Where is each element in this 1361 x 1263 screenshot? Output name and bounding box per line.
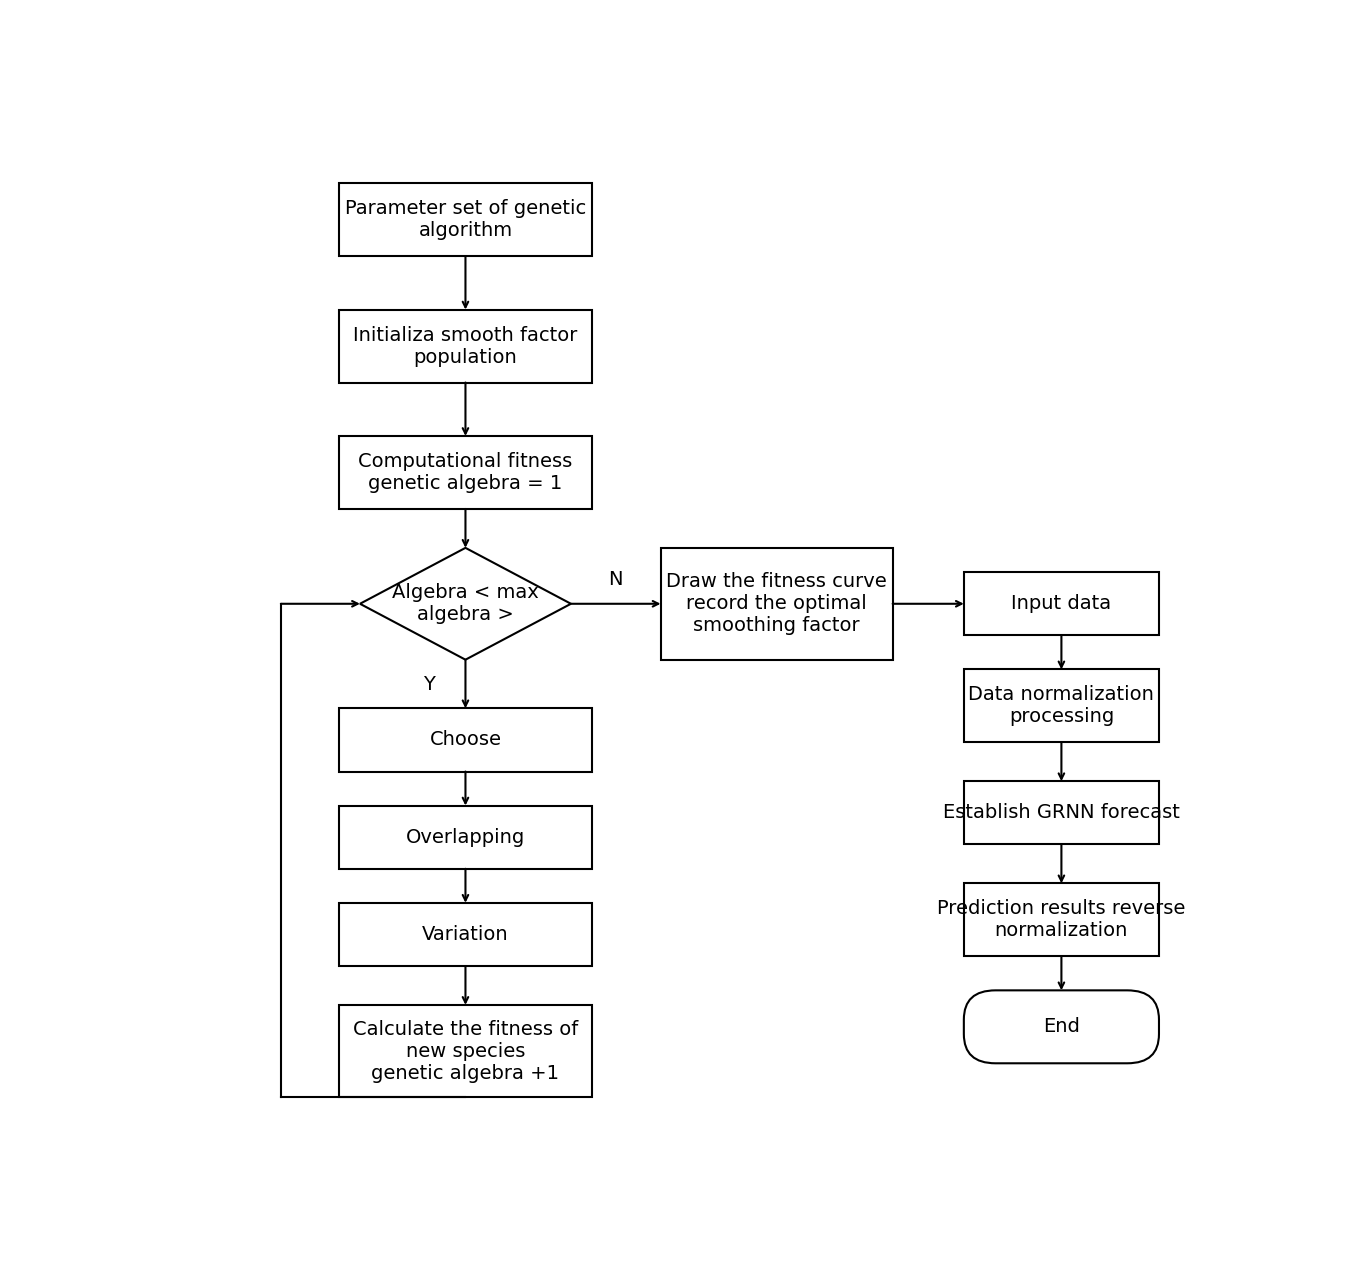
Bar bbox=[339, 183, 592, 256]
Text: Computational fitness
genetic algebra = 1: Computational fitness genetic algebra = … bbox=[358, 452, 573, 493]
Bar bbox=[964, 669, 1160, 743]
Text: Draw the fitness curve
record the optimal
smoothing factor: Draw the fitness curve record the optima… bbox=[667, 572, 887, 635]
Bar bbox=[660, 548, 893, 659]
Text: Calculate the fitness of
new species
genetic algebra +1: Calculate the fitness of new species gen… bbox=[352, 1019, 578, 1082]
Bar bbox=[339, 1005, 592, 1098]
Text: Data normalization
processing: Data normalization processing bbox=[969, 686, 1154, 726]
Bar bbox=[339, 903, 592, 966]
Bar bbox=[339, 806, 592, 869]
Text: Y: Y bbox=[423, 674, 434, 693]
Text: Algebra < max
algebra >: Algebra < max algebra > bbox=[392, 584, 539, 624]
Text: Establish GRNN forecast: Establish GRNN forecast bbox=[943, 803, 1180, 822]
Text: Initializa smooth factor
population: Initializa smooth factor population bbox=[354, 326, 577, 366]
Polygon shape bbox=[359, 548, 572, 659]
Text: N: N bbox=[608, 570, 623, 589]
Text: Choose: Choose bbox=[430, 730, 501, 749]
Bar bbox=[964, 883, 1160, 956]
Bar bbox=[339, 709, 592, 772]
Bar bbox=[964, 572, 1160, 635]
Text: Prediction results reverse
normalization: Prediction results reverse normalization bbox=[938, 899, 1185, 941]
Text: Parameter set of genetic
algorithm: Parameter set of genetic algorithm bbox=[344, 200, 587, 240]
Text: Variation: Variation bbox=[422, 925, 509, 943]
Bar bbox=[339, 309, 592, 383]
Text: End: End bbox=[1043, 1017, 1079, 1037]
FancyBboxPatch shape bbox=[964, 990, 1160, 1063]
Text: Overlapping: Overlapping bbox=[406, 827, 525, 846]
Bar bbox=[339, 436, 592, 509]
Text: Input data: Input data bbox=[1011, 595, 1112, 614]
Bar bbox=[964, 782, 1160, 845]
